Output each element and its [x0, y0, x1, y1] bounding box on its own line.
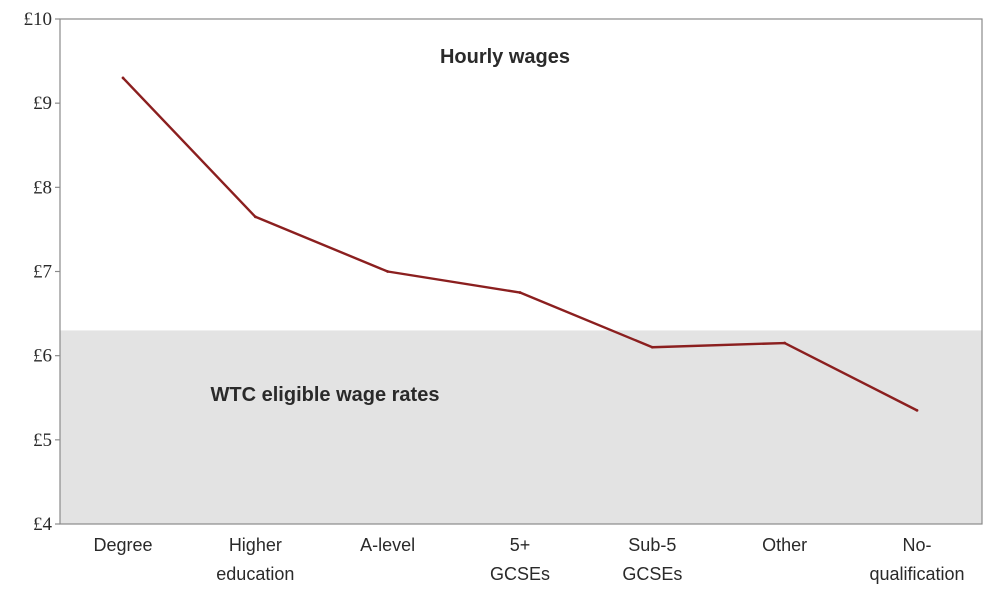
y-tick-label: £8 [33, 177, 52, 198]
x-tick-label: Higher education [216, 535, 294, 584]
y-tick-label: £10 [24, 9, 53, 30]
y-tick-label: £9 [33, 93, 52, 114]
data-point [386, 270, 390, 273]
data-point [915, 408, 919, 412]
x-tick-label: Other [762, 535, 807, 555]
x-tick-label: A-level [360, 535, 415, 555]
x-tick-label: 5+ GCSEs [490, 535, 550, 584]
y-tick-label: £4 [33, 514, 53, 535]
wtc-eligible-annotation: WTC eligible wage rates [211, 384, 440, 406]
y-tick-label: £6 [33, 346, 52, 367]
hourly-wages-annotation: Hourly wages [440, 46, 570, 68]
data-point [783, 341, 787, 345]
x-tick-label: Degree [93, 535, 152, 555]
x-tick-label: No-qualification [869, 535, 964, 584]
y-tick-label: £5 [33, 430, 52, 451]
x-tick-label: Sub-5 GCSEs [622, 535, 682, 584]
data-point [518, 291, 522, 294]
data-point [253, 215, 257, 219]
data-point [121, 76, 125, 80]
data-point [650, 345, 654, 349]
y-tick-label: £7 [33, 262, 52, 283]
wtc-eligible-band [60, 330, 982, 524]
